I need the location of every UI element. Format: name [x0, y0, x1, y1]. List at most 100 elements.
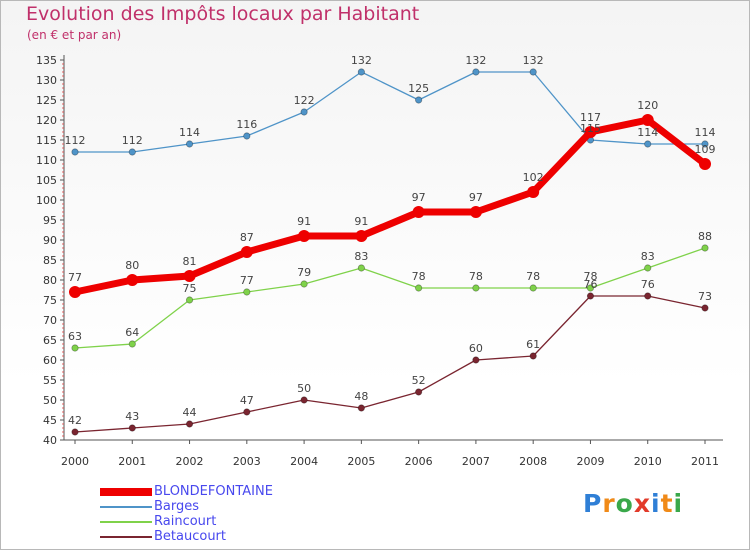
legend-swatch-betaucourt	[100, 536, 152, 538]
y-tick-label: 105	[36, 174, 57, 187]
legend-label-barges: Barges	[154, 499, 200, 514]
x-tick-label: 2001	[118, 455, 146, 468]
data-point-betaucourt	[300, 396, 308, 404]
data-point-blondefontaine	[412, 206, 425, 218]
x-tick-label: 2004	[290, 455, 318, 468]
data-point-betaucourt	[185, 420, 194, 428]
legend-swatch-barges	[100, 506, 152, 508]
y-tick-label: 125	[36, 94, 57, 107]
y-tick-label: 110	[36, 154, 57, 167]
chart-title: Evolution des Impôts locaux par Habitant	[26, 3, 420, 25]
data-point-raincourt	[644, 264, 652, 272]
data-label-barges: 125	[408, 82, 429, 95]
data-label-raincourt: 83	[641, 250, 655, 263]
data-label-blondefontaine: 120	[637, 99, 658, 112]
data-label-raincourt: 78	[526, 270, 540, 283]
data-point-barges	[71, 148, 79, 156]
y-tick-label: 135	[36, 54, 57, 67]
data-label-barges: 114	[179, 126, 200, 139]
y-tick-label: 85	[43, 254, 57, 267]
data-point-blondefontaine	[240, 246, 253, 258]
y-tick-label: 55	[43, 374, 57, 387]
data-point-blondefontaine	[355, 230, 368, 242]
data-label-blondefontaine: 87	[240, 231, 254, 244]
data-label-barges: 132	[523, 54, 544, 67]
data-label-blondefontaine: 102	[523, 171, 544, 184]
data-point-betaucourt	[472, 356, 480, 364]
data-point-raincourt	[128, 340, 136, 348]
series-line-barges	[74, 71, 706, 153]
data-point-barges	[701, 140, 709, 148]
logo-letter: o	[615, 489, 634, 518]
data-point-betaucourt	[128, 424, 136, 432]
data-label-raincourt: 63	[68, 330, 82, 343]
chart-subtitle: (en € et par an)	[27, 28, 122, 42]
data-point-raincourt	[300, 280, 308, 288]
y-tick-label: 80	[43, 274, 57, 287]
x-tick-label: 2007	[462, 455, 490, 468]
data-label-blondefontaine: 97	[412, 191, 426, 204]
legend-label-blondefontaine: BLONDEFONTAINE	[154, 484, 273, 499]
data-point-blondefontaine	[298, 230, 311, 242]
data-point-barges	[357, 68, 365, 76]
x-tick-label: 2000	[61, 455, 89, 468]
data-label-betaucourt: 76	[641, 278, 655, 291]
data-point-betaucourt	[357, 404, 365, 412]
y-tick-label: 100	[36, 194, 57, 207]
data-point-raincourt	[357, 264, 365, 272]
data-point-barges	[185, 140, 194, 148]
y-tick-label: 75	[43, 294, 57, 307]
data-label-betaucourt: 43	[125, 410, 139, 423]
series-line-raincourt	[74, 247, 706, 349]
data-point-betaucourt	[243, 408, 251, 416]
data-point-raincourt	[415, 284, 423, 292]
y-tick-label: 130	[36, 74, 57, 87]
data-label-raincourt: 78	[583, 270, 597, 283]
data-label-barges: 115	[580, 122, 601, 135]
data-point-barges	[529, 68, 537, 76]
data-label-barges: 132	[351, 54, 372, 67]
data-point-betaucourt	[71, 428, 79, 436]
data-label-barges: 116	[236, 118, 257, 131]
data-label-barges: 114	[637, 126, 658, 139]
data-label-raincourt: 79	[297, 266, 311, 279]
data-point-barges	[644, 140, 652, 148]
data-label-blondefontaine: 81	[183, 255, 197, 268]
legend-label-raincourt: Raincourt	[154, 514, 217, 529]
data-label-betaucourt: 47	[240, 394, 254, 407]
y-tick-label: 70	[43, 314, 57, 327]
data-label-raincourt: 88	[698, 230, 712, 243]
x-tick-label: 2011	[691, 455, 719, 468]
series-line-betaucourt	[74, 295, 706, 433]
data-label-barges: 112	[65, 134, 86, 147]
x-tick-label: 2009	[576, 455, 604, 468]
data-label-blondefontaine: 97	[469, 191, 483, 204]
data-label-raincourt: 78	[412, 270, 426, 283]
data-label-betaucourt: 60	[469, 342, 483, 355]
data-point-blondefontaine	[183, 270, 196, 282]
data-label-raincourt: 78	[469, 270, 483, 283]
data-point-betaucourt	[644, 292, 652, 300]
data-point-betaucourt	[701, 304, 709, 312]
legend-label-betaucourt: Betaucourt	[154, 529, 227, 544]
data-label-betaucourt: 44	[183, 406, 197, 419]
x-tick-label: 2006	[405, 455, 433, 468]
data-point-raincourt	[185, 296, 194, 304]
legend-swatch-raincourt	[100, 521, 152, 523]
data-point-raincourt	[701, 244, 709, 252]
y-tick-label: 115	[36, 134, 57, 147]
data-point-betaucourt	[529, 352, 537, 360]
x-tick-label: 2002	[176, 455, 204, 468]
logo-letter: x	[633, 489, 651, 518]
data-label-betaucourt: 76	[583, 278, 597, 291]
data-point-raincourt	[243, 288, 251, 296]
data-point-barges	[300, 108, 308, 116]
data-point-blondefontaine	[641, 114, 654, 126]
data-label-betaucourt: 73	[698, 290, 712, 303]
data-label-raincourt: 64	[125, 326, 139, 339]
data-label-barges: 132	[465, 54, 486, 67]
data-point-blondefontaine	[527, 186, 540, 198]
data-label-blondefontaine: 117	[580, 111, 601, 124]
y-tick-label: 45	[43, 414, 57, 427]
